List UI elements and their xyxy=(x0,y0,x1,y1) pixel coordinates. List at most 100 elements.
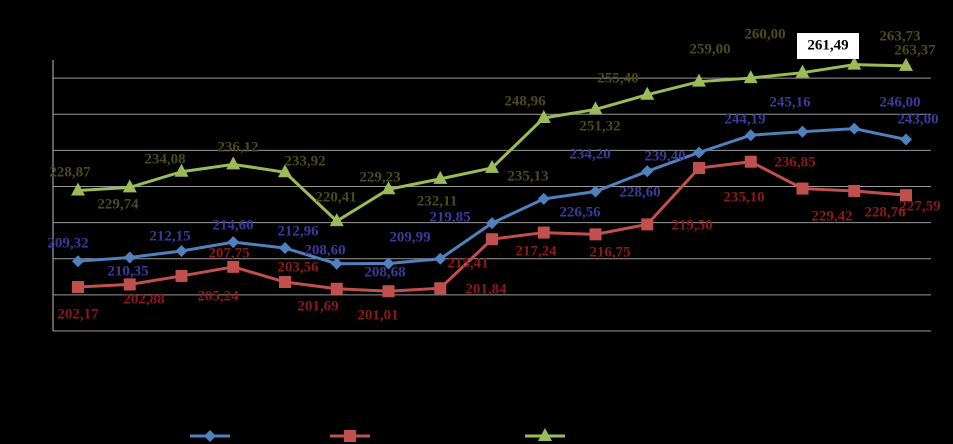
legend-entry xyxy=(525,428,565,441)
triangle-marker xyxy=(795,64,810,78)
data-label: 216,75 xyxy=(589,244,630,260)
data-label: 208,68 xyxy=(364,264,405,280)
data-label: 243,00 xyxy=(897,111,938,127)
square-marker xyxy=(123,278,136,291)
diamond-marker xyxy=(382,257,395,270)
triangle-marker xyxy=(536,109,551,123)
diamond-marker xyxy=(72,255,84,268)
data-label: 263,37 xyxy=(894,42,936,58)
diamond-marker xyxy=(279,242,291,255)
diamond-marker xyxy=(204,430,216,442)
label-box xyxy=(797,33,859,59)
diamond-marker xyxy=(434,252,447,265)
triangle-marker xyxy=(588,101,603,115)
data-label: 228,87 xyxy=(49,164,91,180)
triangle-marker xyxy=(433,170,448,184)
triangle-marker xyxy=(71,182,85,196)
data-label: 202,17 xyxy=(57,306,99,322)
square-marker xyxy=(279,276,291,289)
triangle-marker xyxy=(329,213,344,227)
data-label: 207,75 xyxy=(208,245,249,261)
data-label: 235,13 xyxy=(507,168,548,184)
data-label: 236,12 xyxy=(217,139,258,155)
data-label: 248,96 xyxy=(504,93,546,109)
data-label: 201,69 xyxy=(297,298,338,314)
data-label: 236,85 xyxy=(774,154,815,170)
square-marker xyxy=(693,162,705,175)
triangle-marker xyxy=(899,57,913,71)
data-label: 234,08 xyxy=(144,151,185,167)
triangle-marker xyxy=(122,179,137,193)
data-label: 232,11 xyxy=(417,193,457,209)
square-marker xyxy=(589,228,602,241)
legend-entry xyxy=(190,430,230,442)
diamond-marker xyxy=(537,192,550,205)
triangle-marker xyxy=(226,156,241,170)
square-marker xyxy=(434,282,447,295)
diamond-marker xyxy=(848,122,861,135)
data-label: 202,88 xyxy=(123,291,164,307)
data-label: 209,99 xyxy=(389,229,430,245)
data-label: 227,59 xyxy=(899,198,940,214)
triangle-marker xyxy=(743,70,758,84)
diamond-marker xyxy=(227,236,240,249)
diamond-marker xyxy=(641,165,654,178)
diamond-marker xyxy=(900,133,912,146)
data-label: 229,42 xyxy=(811,208,852,224)
data-label: 245,16 xyxy=(769,94,811,110)
data-label: 244,19 xyxy=(724,111,765,127)
diamond-marker xyxy=(693,146,705,159)
data-label: 226,56 xyxy=(559,204,601,220)
data-label: 208,60 xyxy=(304,242,345,258)
data-label: 209,32 xyxy=(47,235,88,251)
square-marker xyxy=(744,155,757,168)
data-label: 228,76 xyxy=(864,204,906,220)
square-marker xyxy=(641,218,654,231)
data-label: 219,50 xyxy=(671,217,712,233)
square-marker xyxy=(796,182,809,195)
diamond-marker xyxy=(123,251,136,264)
data-label: 255,40 xyxy=(597,70,638,86)
data-label: 214,60 xyxy=(212,217,253,233)
square-marker xyxy=(486,233,498,246)
diamond-marker xyxy=(796,125,809,138)
data-label: 261,49 xyxy=(807,37,848,53)
data-label: 239,40 xyxy=(644,148,685,164)
square-marker xyxy=(382,285,395,298)
data-label: 212,15 xyxy=(149,228,190,244)
data-label: 220,41 xyxy=(315,189,356,205)
data-label: 229,23 xyxy=(359,169,400,185)
data-label: 259,00 xyxy=(689,41,730,57)
triangle-marker xyxy=(381,181,396,195)
data-label: 228,60 xyxy=(619,184,660,200)
diamond-marker xyxy=(486,217,498,230)
data-label: 263,73 xyxy=(879,28,920,44)
data-label: 251,32 xyxy=(579,118,620,134)
square-marker xyxy=(848,184,861,197)
square-marker xyxy=(175,269,188,282)
series-line xyxy=(77,63,907,223)
square-marker xyxy=(344,430,356,442)
data-label: 235,10 xyxy=(723,189,764,205)
diamond-marker xyxy=(589,185,602,198)
data-label: 233,92 xyxy=(284,153,325,169)
data-label: 210,35 xyxy=(107,263,148,279)
triangle-marker xyxy=(174,163,189,177)
triangle-marker xyxy=(485,159,499,173)
data-label: 212,96 xyxy=(277,223,319,239)
square-marker xyxy=(900,189,912,202)
data-label: 201,01 xyxy=(357,307,398,323)
triangle-marker xyxy=(278,164,292,178)
legend-entry xyxy=(330,430,370,442)
triangle-marker xyxy=(692,73,706,87)
data-label: 215,41 xyxy=(447,255,488,271)
triangle-marker xyxy=(640,86,655,100)
square-marker xyxy=(72,281,84,294)
data-label: 229,74 xyxy=(97,196,139,212)
data-label: 219,85 xyxy=(429,209,470,225)
data-label: 203,56 xyxy=(277,259,319,275)
diamond-marker xyxy=(744,129,757,142)
data-label: 234,20 xyxy=(569,146,610,162)
square-marker xyxy=(537,226,550,239)
